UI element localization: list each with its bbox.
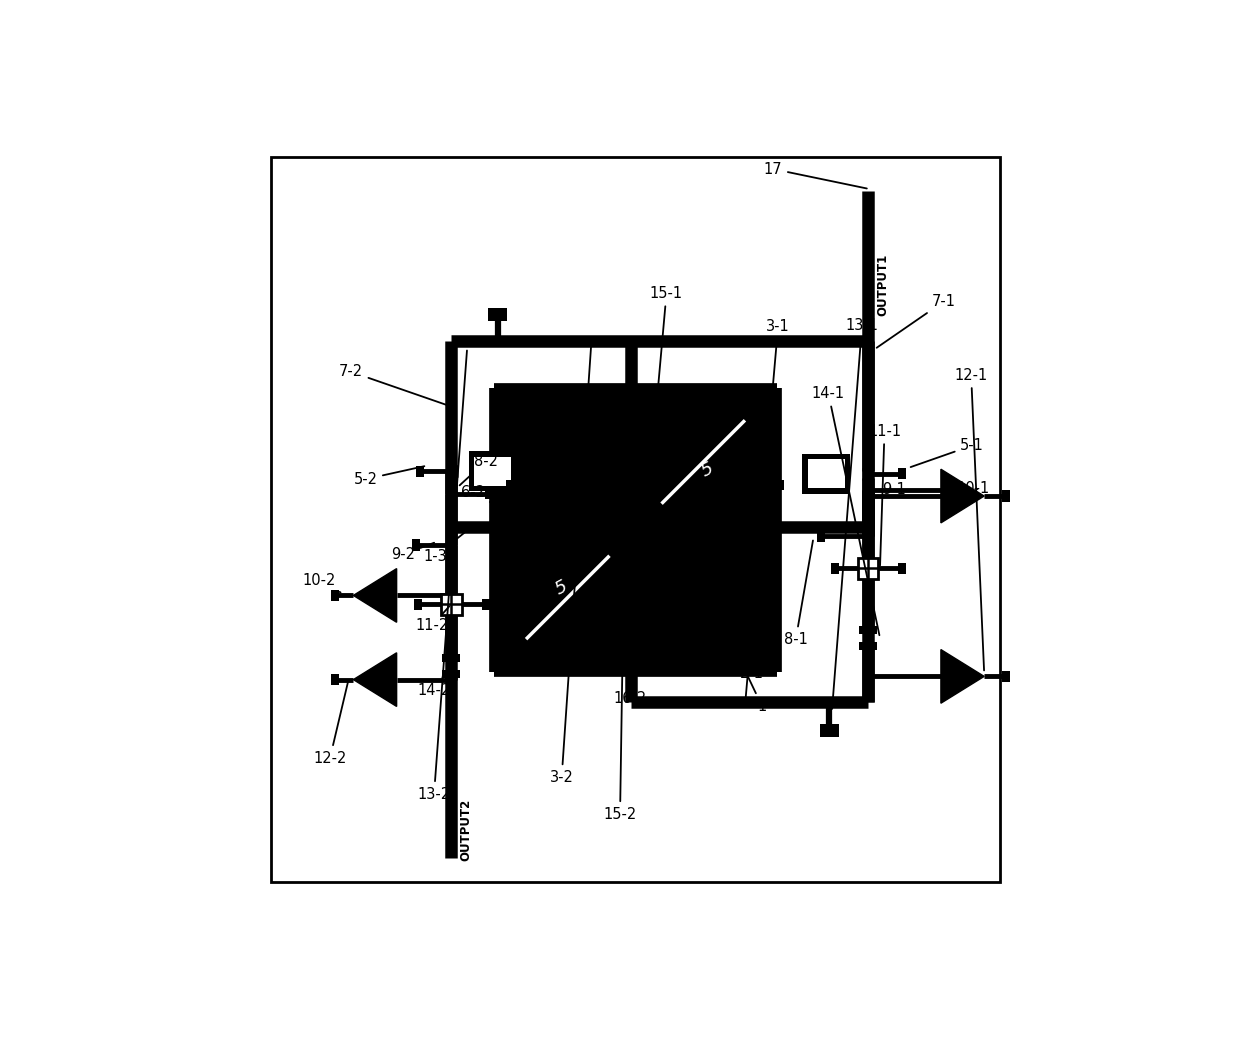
Bar [489, 308, 507, 322]
Bar [495, 389, 776, 670]
Text: 8-1: 8-1 [784, 540, 813, 648]
Bar [415, 465, 424, 477]
Bar [1002, 490, 1009, 502]
Bar [768, 480, 784, 490]
Text: 8-2: 8-2 [460, 454, 497, 485]
Bar [898, 468, 905, 479]
Bar [859, 627, 877, 634]
Bar [807, 459, 844, 488]
Bar [443, 655, 460, 662]
Text: 14-2: 14-2 [418, 666, 450, 697]
Bar [469, 451, 517, 491]
Bar [859, 642, 877, 650]
Bar [506, 480, 522, 490]
Bar [414, 599, 423, 610]
Bar [616, 389, 655, 670]
Text: 15-2: 15-2 [604, 345, 636, 821]
Bar [655, 413, 751, 510]
Bar [440, 593, 461, 614]
Bar [331, 674, 339, 685]
Polygon shape [353, 653, 397, 707]
Bar [520, 413, 751, 645]
Text: 12-1: 12-1 [955, 367, 988, 670]
Text: 1-3: 1-3 [423, 529, 469, 563]
Text: 11-1: 11-1 [868, 424, 901, 565]
Polygon shape [941, 650, 985, 704]
Text: 1: 1 [729, 636, 766, 713]
Text: 1-4: 1-4 [522, 618, 554, 671]
Text: 2-2: 2-2 [673, 415, 711, 465]
Text: 10-2: 10-2 [303, 573, 341, 592]
Text: 9-1: 9-1 [883, 482, 906, 498]
Text: 1-2: 1-2 [580, 414, 624, 467]
Bar [899, 562, 906, 574]
Bar [495, 510, 776, 549]
Text: 9-2: 9-2 [391, 542, 434, 562]
Text: 5: 5 [553, 577, 572, 599]
Bar [831, 562, 839, 574]
Text: 6-2: 6-2 [461, 484, 501, 508]
Bar [412, 539, 420, 551]
Bar [802, 454, 851, 493]
Text: OUTPUT2: OUTPUT2 [459, 799, 472, 861]
Bar [443, 670, 460, 678]
Text: 16-1: 16-1 [595, 386, 650, 439]
Text: 5-1: 5-1 [910, 438, 985, 467]
Text: 11-2: 11-2 [415, 606, 449, 633]
Text: 10-1: 10-1 [956, 481, 990, 496]
Text: 2-1: 2-1 [727, 610, 764, 682]
Text: 7-1: 7-1 [877, 294, 956, 348]
Bar [820, 723, 839, 737]
Bar [485, 488, 495, 500]
Bar [655, 549, 751, 645]
Bar [520, 549, 616, 645]
Text: 5: 5 [698, 459, 717, 480]
Text: 3-2: 3-2 [549, 345, 591, 785]
Text: 14-1: 14-1 [812, 386, 879, 635]
Bar [481, 599, 490, 610]
Text: 16-2: 16-2 [613, 560, 646, 706]
Text: 6-1: 6-1 [750, 514, 774, 559]
Text: 5-2: 5-2 [353, 466, 424, 487]
Polygon shape [941, 469, 985, 523]
Polygon shape [353, 568, 397, 623]
Text: 12-2: 12-2 [314, 682, 348, 766]
Text: 15-1: 15-1 [630, 285, 683, 700]
Bar [817, 531, 825, 541]
Bar [520, 413, 616, 510]
Text: 13-2: 13-2 [418, 351, 467, 802]
Text: 3-1: 3-1 [745, 320, 790, 700]
Text: 13-1: 13-1 [832, 318, 878, 709]
Bar [475, 457, 511, 486]
Text: 1-1: 1-1 [725, 562, 758, 606]
Text: 7-2: 7-2 [339, 364, 450, 406]
Bar [331, 590, 339, 601]
Text: OUTPUT1: OUTPUT1 [875, 254, 889, 316]
Bar [858, 558, 878, 579]
Bar [1002, 670, 1009, 682]
Text: 17: 17 [764, 161, 867, 188]
